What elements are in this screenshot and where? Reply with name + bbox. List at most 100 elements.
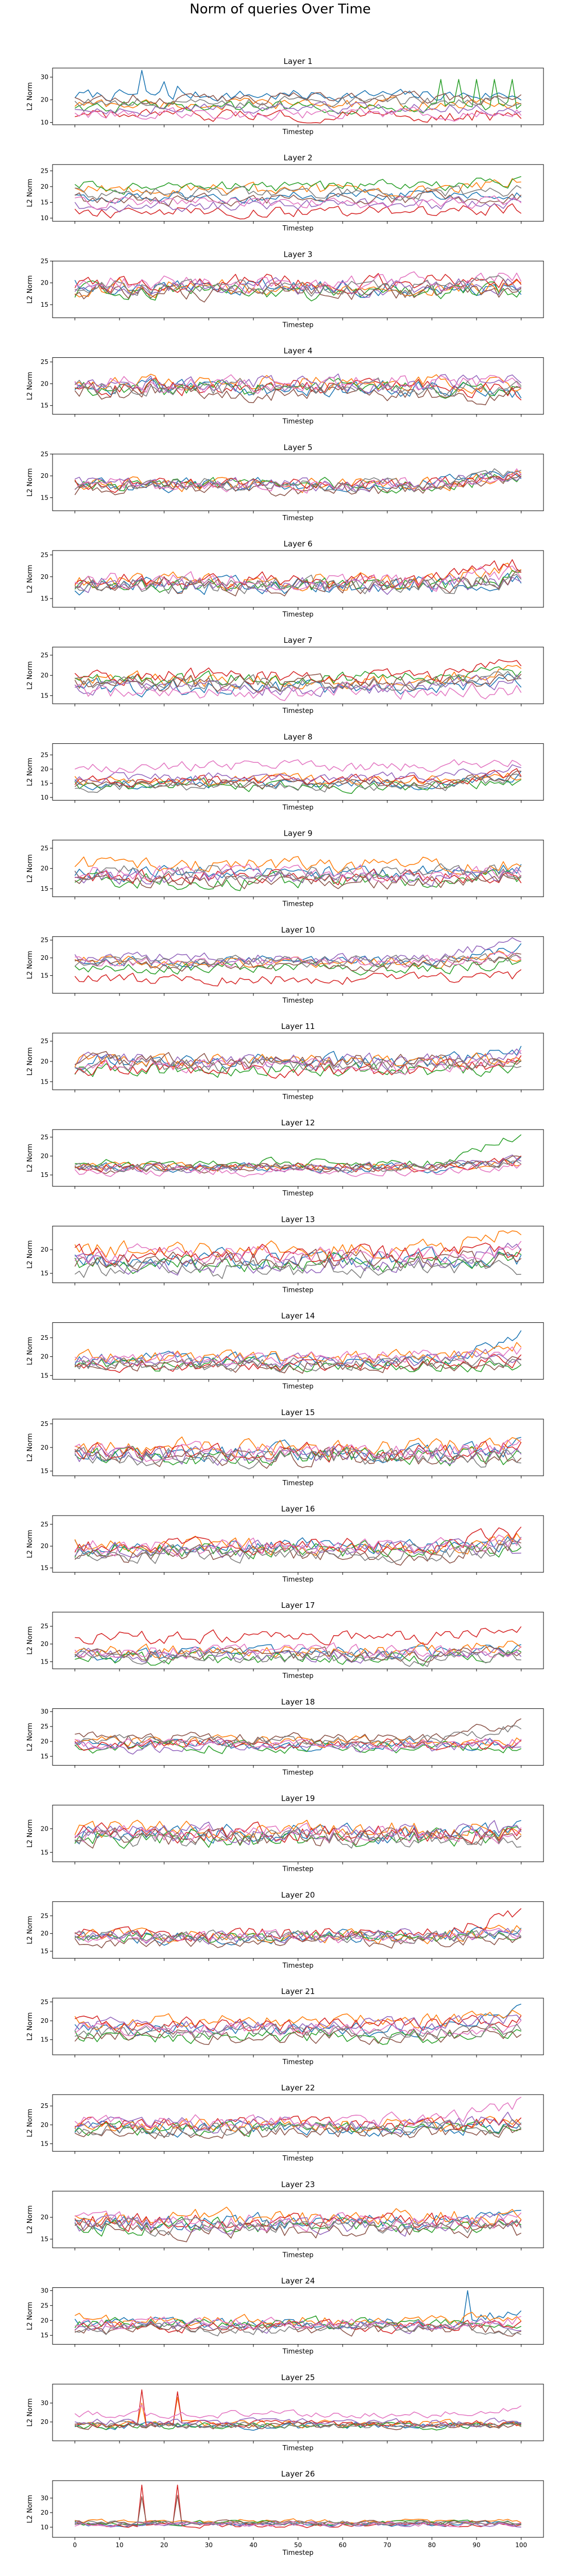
y-tick-label: 25 [41,1998,48,2005]
series-line-8 [74,1355,522,1373]
series-line-2 [74,1342,522,1366]
panel-layer-8: Layer 8 L2 Norm 10 15 20 25 Timestep [26,732,544,811]
x-tick-label: 100 [515,2541,527,2549]
panel-title: Layer 19 [281,1794,315,1803]
y-tick-label: 15 [41,301,48,308]
series-line-7 [75,1534,522,1557]
y-tick-label: 15 [41,692,48,699]
y-tick-label: 15 [41,2036,48,2043]
x-tick-label: 30 [205,2541,213,2549]
y-axis-label: L2 Norm [26,1047,34,1075]
x-axis-label: Timestep [282,2445,314,2452]
series-line-4 [75,1626,522,1646]
panel-layer-26: Layer 26 L2 Norm 10 20 30 0 10 20 30 40 50 60 70 80 90… [26,2469,544,2557]
y-tick-label: 10 [41,2523,48,2531]
y-tick-label: 20 [41,573,48,580]
panel-layer-25: Layer 25 L2 Norm 20 30 Timestep [26,2373,544,2452]
figure-title: Norm of queries Over Time [190,2,371,17]
series-line-4 [74,1821,522,1844]
x-axis-label: Timestep [282,2155,314,2163]
panel-title: Layer 21 [281,1987,315,1996]
series-line-6 [75,2495,521,2526]
panel-layer-11: Layer 11 L2 Norm 15 20 25 Timestep [26,1022,544,1101]
y-tick-label: 15 [41,1753,48,1760]
series-line-5 [74,937,521,965]
series-line-6 [74,2124,521,2139]
series-line-5 [74,2214,522,2237]
y-axis-label: L2 Norm [26,372,34,400]
series-line-3 [74,79,522,115]
y-axis-label: L2 Norm [26,564,34,593]
series-line-7 [74,2097,522,2130]
x-axis-label: Timestep [282,1576,314,1584]
x-axis-label: Timestep [282,514,314,522]
panel-title: Layer 8 [283,732,312,741]
x-axis-label: Timestep [282,804,314,811]
series-line-4 [74,1242,522,1265]
x-axis-label: Timestep [282,1769,314,1776]
series-line-6 [74,673,522,693]
panel-title: Layer 11 [281,1022,315,1031]
series-line-7 [74,374,522,394]
axes-frame [52,2287,544,2345]
y-tick-label: 15 [41,494,48,501]
axes-frame [52,1901,544,1959]
y-tick-label: 20 [41,380,48,387]
series-line-4 [74,273,522,294]
series-line-1 [75,1737,522,1752]
series-line-6 [75,90,522,106]
y-tick-label: 25 [41,1420,48,1427]
series-line-8 [75,2520,521,2526]
series-line-2 [74,178,521,198]
x-axis-label: Timestep [282,707,314,715]
series-line-6 [74,874,522,890]
series-line-3 [74,957,522,976]
series-line-3 [75,1134,522,1170]
panel-layer-1: Layer 1 L2 Norm 10 20 30 Timestep [26,57,544,136]
y-tick-label: 25 [41,257,48,264]
series-line-3 [74,176,521,195]
series-line-1 [74,1927,522,1946]
series-line-2 [74,277,522,298]
y-axis-label: L2 Norm [26,179,34,207]
series-line-6 [74,2322,521,2337]
y-tick-label: 20 [41,954,48,961]
series-line-5 [74,196,522,213]
panel-title: Layer 17 [281,1601,315,1610]
y-axis-label: L2 Norm [26,854,34,883]
x-axis-label: Timestep [282,1672,314,1680]
series-line-4 [75,377,522,401]
x-axis-label: Timestep [282,1962,314,1970]
x-tick-label: 90 [472,2541,480,2549]
y-tick-label: 15 [41,1372,48,1379]
y-axis-label: L2 Norm [26,82,34,110]
series-line-5 [74,373,522,393]
y-axis-label: L2 Norm [26,1723,34,1751]
series-line-2 [74,2009,522,2030]
panel-layer-17: Layer 17 L2 Norm 15 20 25 Timestep [26,1601,544,1680]
y-tick-label: 25 [41,1723,48,1730]
y-tick-label: 20 [41,2121,48,2129]
series-line-8 [74,1827,521,1849]
y-tick-label: 15 [41,1270,48,1277]
series-line-7 [74,107,522,122]
panel-title: Layer 5 [283,443,312,452]
series-line-7 [74,759,522,773]
y-tick-label: 15 [41,1078,48,1085]
series-line-8 [74,468,521,493]
series-line-7 [74,2020,522,2037]
series-line-3 [74,1060,521,1078]
y-tick-label: 15 [41,1948,48,1955]
y-tick-label: 10 [41,119,48,126]
series-line-2 [74,2206,522,2226]
panel-title: Layer 25 [281,2373,315,2382]
y-tick-label: 15 [41,1468,48,1475]
y-tick-label: 20 [41,183,48,190]
panel-title: Layer 7 [283,636,312,645]
panel-layer-5: Layer 5 L2 Norm 15 20 25 Timestep [26,443,544,522]
series-line-7 [74,1163,522,1177]
y-tick-label: 20 [41,1058,48,1065]
x-axis-label: Timestep [282,997,314,1005]
panel-layer-16: Layer 16 L2 Norm 15 20 25 Timestep [26,1504,544,1584]
series-line-4 [75,2115,522,2132]
